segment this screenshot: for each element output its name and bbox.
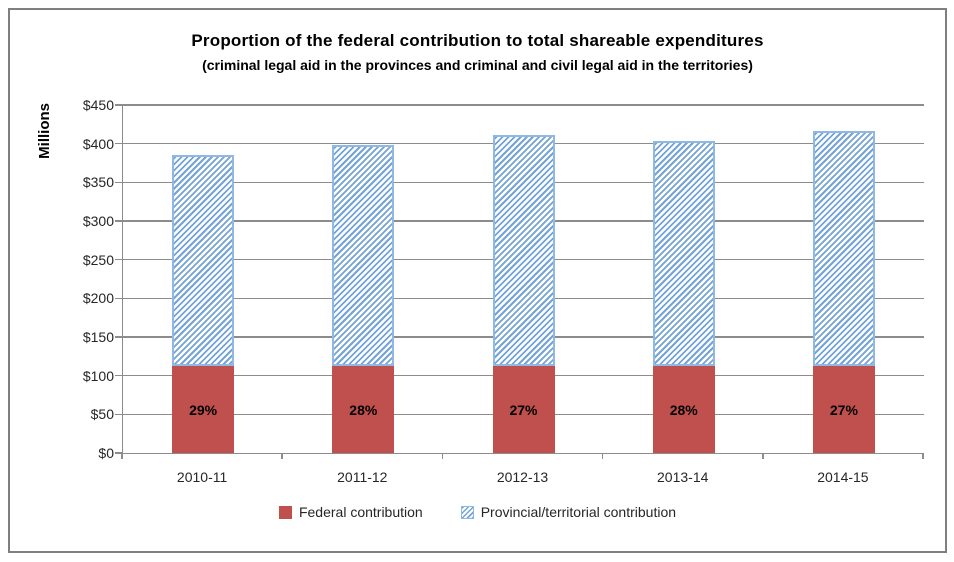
y-tick-label: $200 (82, 290, 114, 307)
bar-segment-provincial (492, 135, 555, 367)
y-axis-tick (115, 452, 123, 454)
bar-group: 28% (604, 105, 764, 453)
x-axis-label: 2011-12 (337, 469, 388, 485)
plot-area: 29% 28% 27% 28% 27% (122, 104, 924, 454)
x-axis-tick (601, 453, 604, 459)
legend-federal-label: Federal contribution (298, 504, 423, 520)
y-tick-label: $50 (90, 406, 114, 423)
bar-percent-label: 28% (349, 401, 378, 418)
y-axis-tick (115, 413, 123, 416)
y-tick-label: $150 (82, 329, 114, 345)
x-axis-tick (922, 453, 924, 459)
y-axis-tick (115, 297, 123, 300)
y-axis-tick (115, 220, 123, 222)
y-axis-tick (115, 336, 123, 338)
x-axis-tick (762, 453, 764, 459)
x-axis-tick (281, 453, 283, 459)
bar-group: 29% (123, 105, 283, 453)
x-axis-label: 2010-11 (176, 469, 228, 485)
bars-container: 29% 28% 27% 28% 27% (123, 105, 924, 453)
x-axis-label: 2014-15 (817, 469, 869, 485)
y-tick-label: $250 (82, 251, 114, 268)
y-tick-label: $350 (82, 174, 114, 191)
y-tick-label: $100 (82, 367, 114, 384)
legend-provincial-label: Provincial/territorial contribution (480, 504, 677, 520)
bar-group: 27% (764, 105, 924, 453)
legend-federal-swatch-icon (278, 505, 292, 519)
gridline (123, 104, 924, 106)
y-tick-label: $450 (82, 97, 114, 113)
bar-segment-federal: 27% (812, 366, 875, 453)
y-tick-label: $300 (82, 213, 114, 229)
y-tick-label: $400 (82, 135, 114, 152)
legend: Federal contribution Provincial/territor… (10, 502, 945, 522)
y-axis-tick (115, 374, 123, 377)
bar-segment-provincial (812, 131, 875, 367)
legend-item-provincial: Provincial/territorial contribution (460, 504, 677, 520)
bar-group: 28% (283, 105, 443, 453)
legend-item-federal: Federal contribution (278, 504, 423, 520)
y-axis-tick (115, 258, 123, 261)
bar-segment-federal: 27% (492, 366, 555, 453)
x-axis-label: 2012-13 (496, 469, 549, 485)
x-axis-labels: 2010-11 2011-12 2012-13 2013-14 2014-15 (122, 469, 923, 487)
y-tick-label: $0 (98, 445, 114, 461)
chart-title: Proportion of the federal contribution t… (191, 31, 764, 50)
bar-segment-federal: 28% (652, 366, 715, 453)
bar-segment-provincial (652, 140, 715, 367)
bar-segment-provincial (332, 145, 395, 367)
chart-subtitle: (criminal legal aid in the provinces and… (202, 57, 753, 73)
bar-percent-label: 27% (509, 401, 538, 418)
bar-percent-label: 29% (189, 401, 218, 418)
bar-segment-federal: 28% (332, 366, 395, 453)
bar-segment-federal: 29% (172, 366, 235, 453)
x-axis-tick (121, 453, 123, 459)
bar-segment-provincial (172, 155, 235, 367)
legend-provincial-swatch-icon (460, 505, 474, 519)
y-axis-tick (115, 181, 123, 184)
bar-percent-label: 27% (829, 401, 858, 418)
y-axis-tick (115, 104, 123, 106)
x-axis-label: 2013-14 (657, 469, 709, 485)
chart-frame: Proportion of the federal contribution t… (8, 8, 947, 553)
x-axis-tick (441, 453, 444, 459)
bar-percent-label: 28% (669, 401, 698, 418)
y-axis-tick (115, 142, 123, 145)
bar-group: 27% (443, 105, 603, 453)
